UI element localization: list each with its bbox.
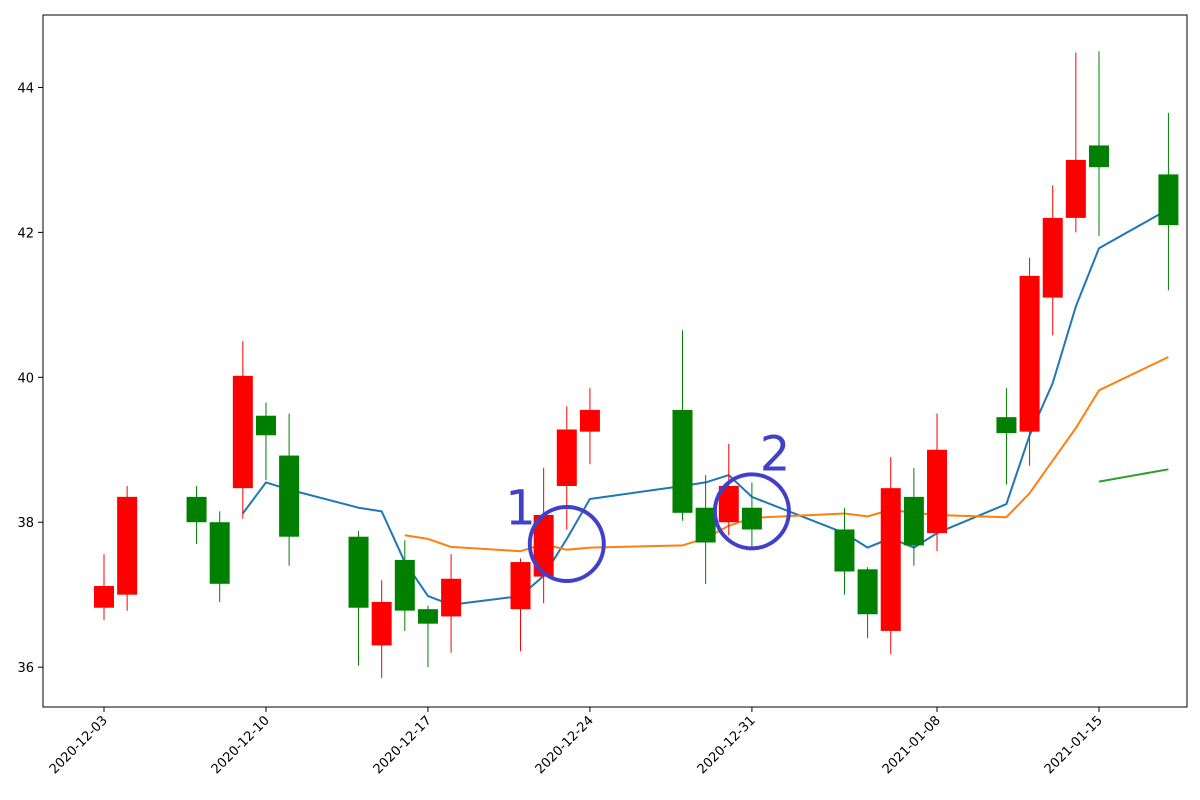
candle-body-down [1042, 217, 1063, 298]
y-tick-label: 38 [17, 516, 34, 531]
annotation-label-2: 2 [760, 426, 791, 482]
x-tick-label: 2021-01-15 [1042, 713, 1106, 777]
annotation-overlays: 12 [505, 426, 791, 583]
annotation-label-1: 1 [505, 481, 536, 537]
candle-body-up [672, 409, 693, 513]
highlight-circle-1 [527, 504, 606, 583]
y-tick-label: 36 [17, 661, 34, 676]
x-tick-label: 2020-12-24 [533, 713, 597, 777]
candle-body-down [510, 562, 531, 610]
candle-body-down [579, 409, 600, 432]
candle-body-down [94, 585, 114, 608]
candle-body-down [533, 514, 554, 577]
x-tick-label: 2020-12-03 [47, 713, 111, 777]
candle-body-up [394, 559, 415, 611]
y-tick-label: 44 [17, 81, 34, 96]
candle-body-up [695, 507, 716, 543]
candle-body-down [117, 496, 138, 595]
highlight-circle-2 [712, 472, 791, 551]
y-tick-label: 40 [17, 371, 34, 386]
axes-frame [42, 14, 1188, 708]
candle-body-down [1065, 159, 1086, 218]
candle-body-up [348, 536, 369, 608]
candle-body-down [927, 449, 948, 534]
x-tick-label: 2020-12-17 [371, 713, 435, 777]
candle-body-up [1158, 174, 1179, 226]
candle-body-down [556, 429, 577, 486]
candle-body-up [903, 496, 924, 546]
candle-body-up [186, 496, 207, 523]
candle-body-down [441, 578, 462, 617]
candle-body-up [857, 569, 878, 615]
candle-body-down [718, 485, 739, 523]
y-tick-label: 42 [17, 226, 34, 241]
ma-long-line [1098, 468, 1169, 483]
candle-body-up [279, 455, 300, 537]
candle-body-up [741, 507, 762, 530]
ma-medium-line [404, 356, 1169, 553]
x-tick-label: 2020-12-10 [209, 713, 273, 777]
plot-area [43, 15, 1187, 707]
candle-body-up [834, 529, 855, 572]
candle-body-down [371, 601, 392, 646]
candle-body-down [1019, 275, 1040, 432]
x-tick-label: 2020-12-31 [695, 713, 759, 777]
candle-body-up [417, 609, 438, 624]
candle-body-down [880, 488, 901, 631]
x-tick-label: 2021-01-08 [880, 713, 944, 777]
candle-body-down [232, 375, 253, 489]
candle-body-up [996, 417, 1017, 434]
candle-body-up [209, 522, 230, 584]
candles [94, 51, 1179, 679]
candle-body-up [255, 415, 276, 436]
candle-body-up [1089, 145, 1109, 168]
